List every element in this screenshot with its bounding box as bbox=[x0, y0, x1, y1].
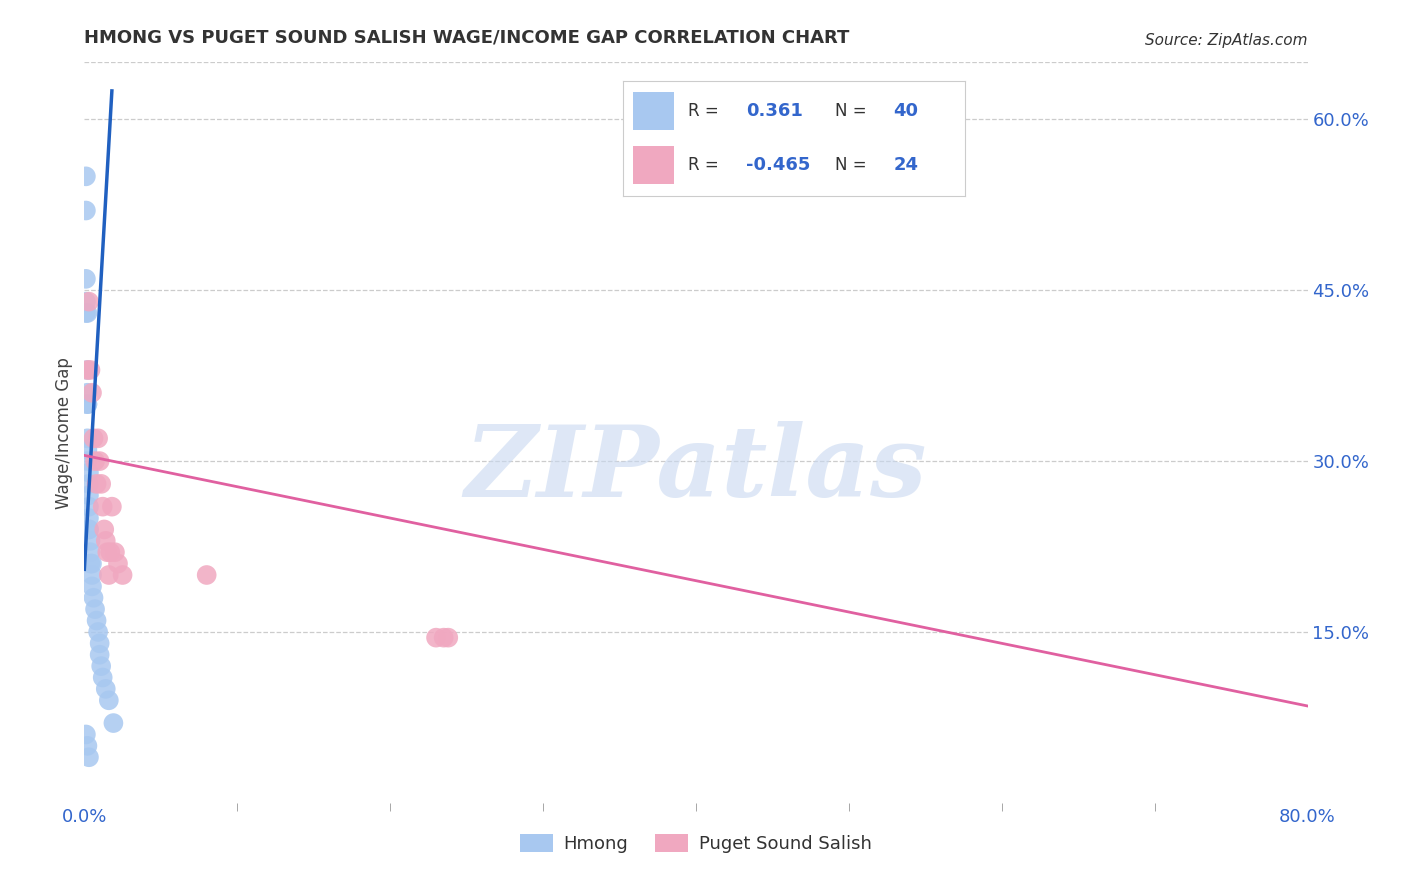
Point bbox=[77, 500, 100, 514]
Point bbox=[76, 385, 98, 400]
Point bbox=[76, 454, 98, 468]
Point bbox=[437, 631, 460, 645]
Y-axis label: Wage/Income Gap: Wage/Income Gap bbox=[55, 357, 73, 508]
Point bbox=[433, 631, 456, 645]
Point bbox=[90, 659, 112, 673]
Point bbox=[76, 306, 98, 320]
Point bbox=[87, 431, 110, 445]
Point bbox=[91, 671, 114, 685]
Point bbox=[94, 533, 117, 548]
Point bbox=[89, 636, 111, 650]
Legend: Hmong, Puget Sound Salish: Hmong, Puget Sound Salish bbox=[513, 827, 879, 861]
Point bbox=[84, 454, 107, 468]
Point bbox=[103, 716, 125, 731]
Point bbox=[76, 397, 98, 411]
Point bbox=[76, 363, 98, 377]
Point bbox=[79, 557, 101, 571]
Point bbox=[86, 614, 108, 628]
Point bbox=[76, 397, 98, 411]
Point bbox=[76, 431, 98, 445]
Point bbox=[76, 442, 98, 457]
Point bbox=[80, 557, 103, 571]
Point bbox=[87, 624, 110, 639]
Point bbox=[97, 568, 120, 582]
Point bbox=[107, 557, 129, 571]
Point bbox=[104, 545, 127, 559]
Point bbox=[83, 591, 105, 605]
Point bbox=[75, 272, 97, 286]
Point bbox=[75, 169, 97, 184]
Point bbox=[86, 476, 108, 491]
Point bbox=[77, 523, 100, 537]
Point bbox=[77, 750, 100, 764]
Point bbox=[75, 306, 97, 320]
Point bbox=[84, 602, 107, 616]
Point bbox=[89, 454, 111, 468]
Point bbox=[97, 693, 120, 707]
Point bbox=[80, 385, 103, 400]
Point bbox=[76, 739, 98, 753]
Point bbox=[91, 500, 114, 514]
Point bbox=[77, 466, 100, 480]
Point bbox=[75, 727, 97, 741]
Point bbox=[77, 476, 100, 491]
Point bbox=[77, 488, 100, 502]
Point bbox=[96, 545, 118, 559]
Point bbox=[79, 363, 101, 377]
Point bbox=[77, 294, 100, 309]
Point bbox=[83, 431, 105, 445]
Point bbox=[75, 294, 97, 309]
Point bbox=[75, 203, 97, 218]
Point bbox=[80, 568, 103, 582]
Point bbox=[76, 363, 98, 377]
Point bbox=[101, 500, 124, 514]
Point bbox=[98, 545, 121, 559]
Point bbox=[89, 648, 111, 662]
Point bbox=[93, 523, 115, 537]
Text: Source: ZipAtlas.com: Source: ZipAtlas.com bbox=[1144, 33, 1308, 47]
Point bbox=[90, 476, 112, 491]
Text: HMONG VS PUGET SOUND SALISH WAGE/INCOME GAP CORRELATION CHART: HMONG VS PUGET SOUND SALISH WAGE/INCOME … bbox=[84, 29, 849, 47]
Point bbox=[94, 681, 117, 696]
Point bbox=[111, 568, 134, 582]
Point bbox=[79, 545, 101, 559]
Text: ZIPatlas: ZIPatlas bbox=[465, 421, 927, 518]
Point bbox=[77, 511, 100, 525]
Point bbox=[425, 631, 447, 645]
Point bbox=[80, 579, 103, 593]
Point bbox=[195, 568, 218, 582]
Point bbox=[77, 523, 100, 537]
Point bbox=[79, 533, 101, 548]
